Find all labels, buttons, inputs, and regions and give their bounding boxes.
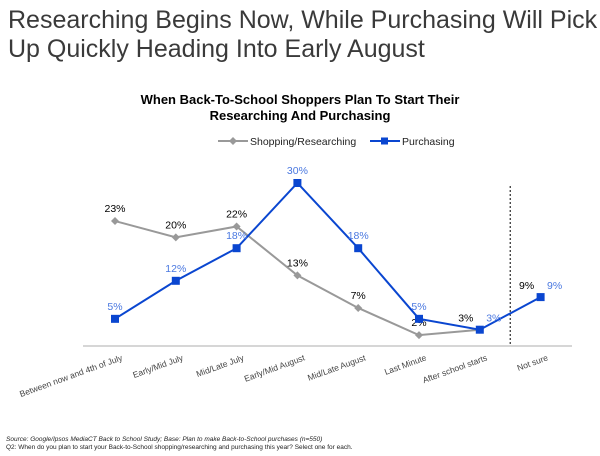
chart-title: When Back-To-School Shoppers Plan To Sta… xyxy=(140,92,460,123)
data-point-purchasing xyxy=(171,276,180,285)
legend-label: Shopping/Researching xyxy=(250,136,356,148)
x-tick-label: After school starts xyxy=(421,352,488,385)
data-label-shopping-researching: 7% xyxy=(351,290,366,302)
x-tick-label: Not sure xyxy=(516,352,550,372)
data-point-purchasing xyxy=(354,244,363,253)
data-label-shopping-researching: 23% xyxy=(104,203,125,215)
line-chart: Between now and 4th of July Early/Mid Jul… xyxy=(18,136,572,399)
series-line-purchasing xyxy=(114,181,542,331)
data-point-purchasing xyxy=(536,293,545,302)
data-label-shopping-researching: 9% xyxy=(519,280,534,292)
data-label-purchasing: 18% xyxy=(348,230,369,242)
data-point-purchasing xyxy=(475,325,484,334)
question-note: Q2: When do you plan to start your Back-… xyxy=(6,444,353,451)
data-point-purchasing xyxy=(415,314,423,323)
x-tick-label: Early/Mid August xyxy=(243,352,307,383)
legend-marker xyxy=(229,137,237,145)
x-tick-label: Mid/Late August xyxy=(306,352,367,382)
data-label-purchasing: 9% xyxy=(547,280,562,292)
legend-item: Purchasing xyxy=(370,136,455,148)
x-tick-label: Early/Mid July xyxy=(131,352,185,380)
footnote: Source: Google/Ipsos MediaCT Back to Sch… xyxy=(6,436,353,452)
data-point-shopping-researching xyxy=(111,217,119,226)
legend-marker xyxy=(381,137,388,145)
data-label-shopping-researching: 20% xyxy=(165,219,186,231)
data-label-shopping-researching: 13% xyxy=(287,257,308,269)
source-note: Source: Google/Ipsos MediaCT Back to Sch… xyxy=(6,436,323,443)
legend-label: Purchasing xyxy=(402,136,455,148)
data-label-purchasing: 3% xyxy=(486,313,501,325)
data-label-purchasing: 30% xyxy=(287,165,308,177)
data-point-shopping-researching xyxy=(232,222,241,231)
data-label-purchasing: 5% xyxy=(411,301,426,313)
data-point-purchasing xyxy=(293,179,302,187)
data-point-shopping-researching xyxy=(415,331,423,340)
x-tick-label: Between now and 4th of July xyxy=(18,352,124,399)
data-point-shopping-researching xyxy=(354,303,363,312)
data-point-shopping-researching xyxy=(293,271,302,280)
data-label-purchasing: 18% xyxy=(226,230,247,242)
slide-title: Researching Begins Now, While Purchasing… xyxy=(8,6,598,63)
data-point-purchasing xyxy=(232,244,241,253)
data-label-shopping-researching: 3% xyxy=(458,313,473,325)
data-point-purchasing xyxy=(111,314,119,323)
data-point-shopping-researching xyxy=(171,233,180,242)
x-tick-label: Mid/Late July xyxy=(195,352,246,379)
x-tick-label: Last Minute xyxy=(383,352,428,377)
data-label-purchasing: 5% xyxy=(107,301,122,313)
legend-item: Shopping/Researching xyxy=(218,136,356,148)
data-label-purchasing: 12% xyxy=(165,263,186,275)
data-label-shopping-researching: 22% xyxy=(226,208,247,220)
